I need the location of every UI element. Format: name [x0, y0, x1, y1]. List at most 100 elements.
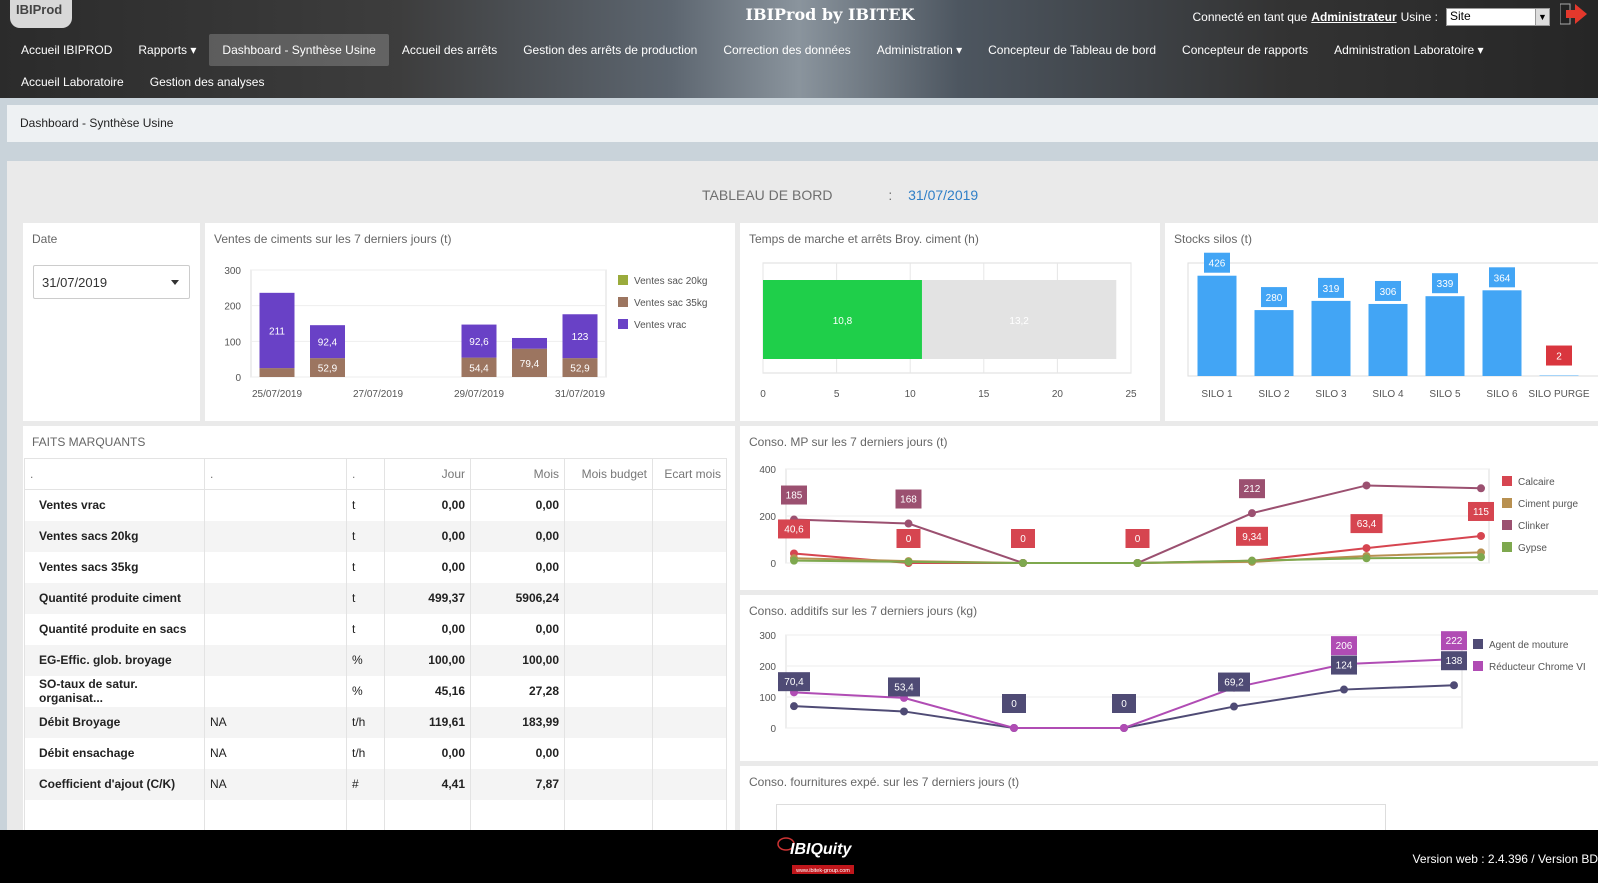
date-select[interactable]: 31/07/2019 — [33, 265, 190, 299]
legend-label[interactable]: Clinker — [1518, 521, 1550, 532]
table-row[interactable]: Débit ensachage NA t/h 0,00 0,00 — [24, 737, 727, 769]
logout-icon[interactable] — [1560, 1, 1588, 27]
y-tick-label: 0 — [770, 724, 776, 735]
point-agent-de-mouture[interactable] — [1340, 685, 1348, 694]
bar-arrets[interactable] — [921, 280, 1117, 359]
ibiprod-logo[interactable]: IBIProd — [10, 0, 72, 28]
nav-item-gestion-des-analyses[interactable]: Gestion des analyses — [149, 75, 265, 89]
bar-marche[interactable] — [763, 280, 922, 359]
column-header[interactable]: Mois budget — [564, 458, 653, 490]
nav-item-concepteur-de-rapports[interactable]: Concepteur de rapports — [1182, 43, 1309, 57]
bar-ventes-vrac[interactable] — [461, 324, 497, 358]
data-label-box — [781, 485, 807, 505]
table-cell: Ventes sacs 35kg — [24, 551, 205, 583]
chevron-down-icon[interactable]: ▼ — [1535, 9, 1549, 25]
bar-silo[interactable] — [1197, 275, 1237, 376]
point-agent-de-mouture[interactable] — [1230, 702, 1238, 711]
bar-silo[interactable] — [1311, 300, 1351, 376]
point-clinker[interactable] — [1477, 484, 1485, 493]
bar-ventes-sac-35kg[interactable] — [562, 358, 598, 377]
point-gypse[interactable] — [1477, 553, 1485, 562]
column-header[interactable]: Ecart mois — [652, 458, 727, 490]
nav-item-correction-des-donnees[interactable]: Correction des données — [723, 43, 851, 57]
x-tick-label: SILO 1 — [1201, 389, 1233, 400]
bar-ventes-sac-35kg[interactable] — [461, 357, 497, 377]
bar-silo[interactable] — [1482, 290, 1522, 376]
column-header[interactable]: . — [24, 458, 205, 490]
point-reducteur-chrome-vi[interactable] — [1120, 724, 1128, 732]
nav-item-accueil-laboratoire[interactable]: Accueil Laboratoire — [21, 75, 124, 89]
bar-ventes-vrac[interactable] — [512, 337, 547, 349]
bar-silo[interactable] — [1254, 310, 1294, 376]
point-clinker[interactable] — [1362, 481, 1371, 490]
point-gypse[interactable] — [904, 557, 913, 566]
point-gypse[interactable] — [790, 556, 798, 565]
nav-item-accueil-des-arrets[interactable]: Accueil des arrêts — [401, 43, 498, 57]
legend-label[interactable]: Ciment purge — [1518, 499, 1578, 510]
table-cell — [204, 489, 347, 521]
bar-ventes-sac-35kg[interactable] — [310, 358, 345, 377]
bar-ventes-vrac[interactable] — [562, 314, 598, 359]
table-row[interactable]: EG-Effic. glob. broyage% 100,00 100,00 — [24, 644, 727, 676]
site-select[interactable]: Site ▼ — [1446, 8, 1550, 26]
point-calcaire[interactable] — [1362, 544, 1371, 553]
column-header[interactable]: . — [204, 458, 347, 490]
data-label-box — [1236, 526, 1268, 546]
table-row[interactable]: Débit Broyage NA t/h 119,61 183,99 — [24, 706, 727, 738]
point-reducteur-chrome-vi[interactable] — [1010, 724, 1018, 732]
table-row[interactable]: Quantité produite en sacs t 0,00 0,00 — [24, 613, 727, 645]
column-header[interactable]: . — [346, 458, 385, 490]
nav-item-concepteur-de-tableau-de-bord[interactable]: Concepteur de Tableau de bord — [988, 43, 1157, 57]
table-row[interactable]: Quantité produite ciment t 499,37 5906,24 — [24, 582, 727, 614]
bar-silo[interactable] — [1425, 296, 1465, 376]
point-gypse[interactable] — [1133, 559, 1142, 567]
legend-label[interactable]: Ventes vrac — [634, 320, 686, 331]
nav-item-rapports[interactable]: Rapports ▾ — [138, 43, 197, 57]
conso-mp-panel: Conso. MP sur les 7 derniers jours (t) 0… — [740, 426, 1598, 590]
point-agent-de-mouture[interactable] — [1450, 681, 1458, 690]
point-clinker[interactable] — [1248, 509, 1256, 518]
table-cell — [652, 768, 727, 800]
user-link[interactable]: Administrateur — [1311, 10, 1397, 24]
point-clinker[interactable] — [904, 519, 913, 528]
data-label: 92,6 — [469, 337, 489, 348]
bar-ventes-sac-35kg[interactable] — [259, 368, 295, 377]
table-row[interactable]: SO-taux de satur. organisat...% 45,16 27,2… — [24, 675, 727, 707]
bar-ventes-sac-35kg[interactable] — [512, 348, 547, 377]
table-row[interactable]: Ventes vrac t 0,00 0,00 — [24, 489, 727, 521]
caret-down-icon[interactable] — [171, 280, 179, 285]
table-row[interactable]: Ventes sacs 35kg t 0,00 0,00 — [24, 551, 727, 583]
nav-item-accueil-ibiprod[interactable]: Accueil IBIPROD — [21, 43, 113, 57]
column-header[interactable]: Jour — [384, 458, 471, 490]
legend-label[interactable]: Réducteur Chrome VI — [1489, 662, 1586, 673]
table-row[interactable]: Ventes sacs 20kg t 0,00 0,00 — [24, 520, 727, 552]
legend-label[interactable]: Gypse — [1518, 543, 1547, 554]
table-row[interactable]: Coefficient d'ajout (C/K) NA #4,41 7,87 — [24, 768, 727, 800]
point-gypse[interactable] — [1248, 556, 1256, 565]
bar-silo[interactable] — [1368, 303, 1408, 376]
site-value: Site — [1450, 9, 1471, 23]
nav-item-administration[interactable]: Administration ▾ — [876, 43, 963, 57]
point-gypse[interactable] — [1362, 554, 1371, 563]
table-cell: t — [346, 582, 385, 614]
point-agent-de-mouture[interactable] — [790, 702, 798, 711]
data-label: 79,4 — [520, 359, 540, 370]
legend-label[interactable]: Ventes sac 20kg — [634, 276, 707, 287]
legend-label[interactable]: Ventes sac 35kg — [634, 298, 707, 309]
legend-label[interactable]: Agent de mouture — [1489, 640, 1569, 651]
y-tick-label: 400 — [759, 465, 776, 476]
point-gypse[interactable] — [1019, 559, 1027, 567]
y-tick-label: 300 — [759, 631, 776, 642]
connected-label: Connecté en tant que — [1192, 10, 1308, 24]
legend-label[interactable]: Calcaire — [1518, 477, 1555, 488]
nav-item-gestion-des-arrets-de-production[interactable]: Gestion des arrêts de production — [523, 43, 698, 57]
bar-ventes-vrac[interactable] — [259, 292, 295, 369]
point-calcaire[interactable] — [1477, 531, 1485, 540]
point-agent-de-mouture[interactable] — [900, 707, 908, 716]
nav-item-administration-laboratoire[interactable]: Administration Laboratoire ▾ — [1334, 43, 1484, 57]
nav-item-dashboard-synthese-usine[interactable]: Dashboard - Synthèse Usine — [209, 34, 389, 66]
column-header[interactable]: Mois — [470, 458, 565, 490]
bar-ventes-vrac[interactable] — [310, 325, 345, 359]
data-label: 306 — [1380, 287, 1397, 298]
data-label-box — [1350, 514, 1383, 534]
